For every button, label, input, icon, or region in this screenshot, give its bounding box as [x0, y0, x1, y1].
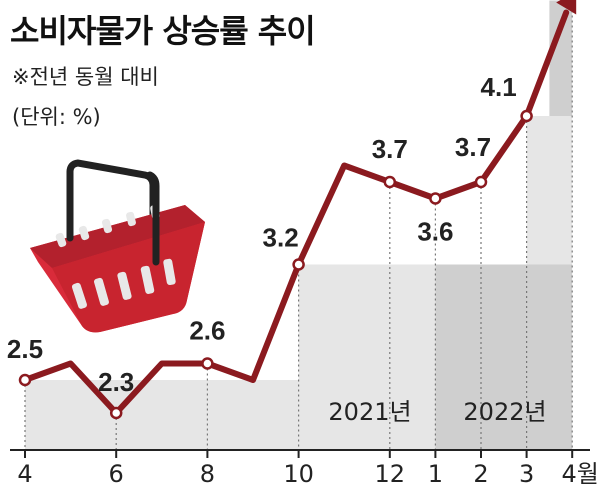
x-tick-label: 2 — [473, 460, 488, 488]
year-label-2021: 2021년 — [328, 398, 411, 426]
shopping-basket-icon — [30, 159, 205, 333]
x-tick-label: 3 — [519, 460, 534, 488]
data-point — [520, 109, 533, 123]
data-label: 2.3 — [98, 367, 134, 397]
data-label: 2.6 — [189, 316, 225, 346]
x-tick-label: 10 — [283, 460, 314, 488]
x-tick-label: 6 — [109, 460, 124, 488]
subtitle-unit: (단위: %) — [12, 105, 101, 129]
data-point — [109, 406, 123, 420]
band-apr — [549, 0, 573, 116]
band-2021 — [298, 264, 436, 450]
x-tick-label: 12 — [375, 460, 406, 488]
subtitle-note: ※전년 동월 대비 — [12, 65, 159, 89]
data-point — [201, 357, 214, 370]
data-point — [18, 373, 32, 387]
x-axis-ticks: 4 6 8 10 12 1 2 3 4월 — [17, 450, 599, 488]
band-2022 — [435, 264, 573, 450]
x-tick-label: 4 — [17, 460, 32, 488]
x-tick-label: 8 — [200, 460, 215, 488]
background-bands — [25, 0, 573, 450]
series-arrowhead — [556, 0, 577, 15]
data-label: 3.6 — [417, 217, 453, 247]
data-label: 3.7 — [372, 134, 408, 164]
data-label: 3.2 — [263, 223, 299, 253]
x-tick-label: 4월 — [562, 460, 599, 488]
chart-title: 소비자물가 상승률 추이 — [10, 12, 315, 50]
data-label: 4.1 — [481, 72, 517, 102]
data-point — [474, 175, 488, 189]
band-low — [25, 380, 299, 450]
year-label-2022: 2022년 — [463, 398, 546, 426]
data-labels: 2.52.32.63.23.73.63.74.14.8 — [7, 72, 517, 397]
band-mar — [526, 116, 573, 265]
data-point — [429, 192, 442, 205]
data-label: 2.5 — [7, 334, 43, 364]
data-point — [383, 175, 397, 189]
data-markers — [18, 109, 533, 420]
data-label: 3.7 — [455, 132, 491, 162]
x-tick-label: 1 — [428, 460, 443, 488]
data-point — [292, 258, 305, 271]
